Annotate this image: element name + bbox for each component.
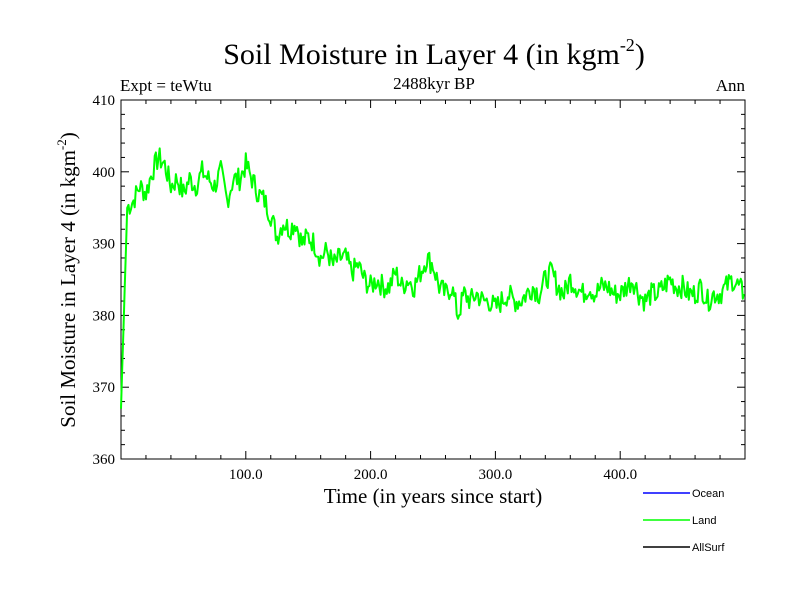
- x-tick-label: 400.0: [603, 467, 637, 483]
- y-axis: 360 370 380 390 400 410: [93, 93, 745, 468]
- period-label: 2488kyr BP: [393, 74, 475, 93]
- y-tick-label: 410: [93, 93, 116, 109]
- series-group: [120, 147, 745, 409]
- chart-title: Soil Moisture in Layer 4 (in kgm-2): [223, 35, 645, 71]
- x-tick-label: 300.0: [479, 467, 513, 483]
- x-tick-label: 100.0: [229, 467, 263, 483]
- y-tick-label: 380: [93, 308, 116, 324]
- legend: Ocean Land AllSurf: [643, 488, 725, 554]
- y-axis-label-suffix: ): [56, 132, 80, 139]
- legend-label-allsurf: AllSurf: [692, 542, 725, 554]
- series-line-land: [120, 147, 745, 409]
- x-axis: 100.0 200.0 300.0 400.0: [145, 100, 721, 483]
- experiment-label: Expt = teWtu: [120, 76, 212, 95]
- legend-label-land: Land: [692, 515, 716, 527]
- x-axis-label: Time (in years since start): [324, 484, 543, 508]
- x-tick-label: 200.0: [354, 467, 388, 483]
- y-tick-label: 400: [93, 165, 116, 181]
- legend-label-ocean: Ocean: [692, 488, 724, 500]
- season-label: Ann: [716, 76, 746, 95]
- plot-frame: [120, 99, 746, 460]
- y-tick-label: 390: [93, 237, 116, 253]
- chart-title-suffix: ): [635, 38, 645, 71]
- chart-title-superscript: -2: [620, 35, 635, 55]
- y-axis-label: Soil Moisture in Layer 4 (in kgm-2): [54, 132, 80, 427]
- y-axis-label-superscript: -2: [54, 139, 69, 150]
- y-tick-label: 360: [93, 452, 116, 468]
- y-tick-label: 370: [93, 380, 116, 396]
